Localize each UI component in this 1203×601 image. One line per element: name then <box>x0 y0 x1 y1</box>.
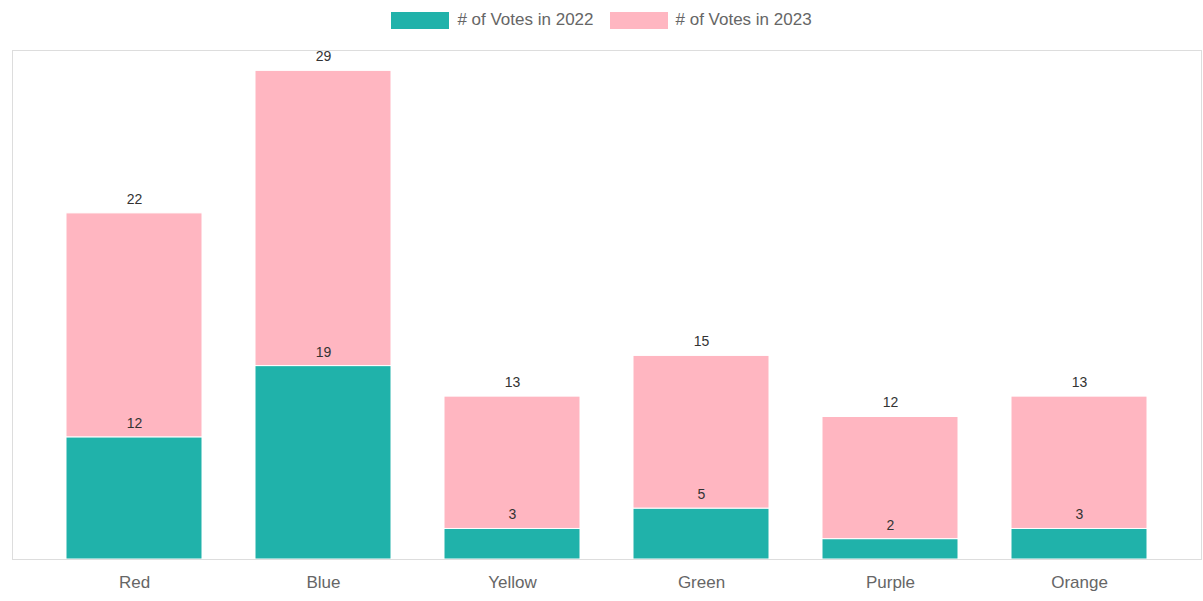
svg-text:Orange: Orange <box>1051 573 1108 592</box>
svg-text:3: 3 <box>1076 506 1084 522</box>
svg-text:5: 5 <box>698 486 706 502</box>
svg-text:3: 3 <box>509 506 517 522</box>
svg-text:15: 15 <box>694 333 710 349</box>
svg-text:Green: Green <box>678 573 725 592</box>
svg-text:Purple: Purple <box>866 573 915 592</box>
svg-text:22: 22 <box>127 191 143 207</box>
svg-text:12: 12 <box>883 394 899 410</box>
svg-text:19: 19 <box>316 344 332 360</box>
svg-text:13: 13 <box>1072 374 1088 390</box>
svg-text:Red: Red <box>119 573 150 592</box>
svg-text:29: 29 <box>315 48 332 65</box>
svg-text:13: 13 <box>505 374 521 390</box>
html-text:# of Votes in 2022: # of Votes in 2022 <box>457 10 594 29</box>
svg-text:12: 12 <box>127 415 143 431</box>
svg-text:2: 2 <box>887 517 895 533</box>
html-text:# of Votes in 2023: # of Votes in 2023 <box>675 10 812 29</box>
svg-text:Blue: Blue <box>306 573 340 592</box>
svg-text:Yellow: Yellow <box>488 573 537 592</box>
